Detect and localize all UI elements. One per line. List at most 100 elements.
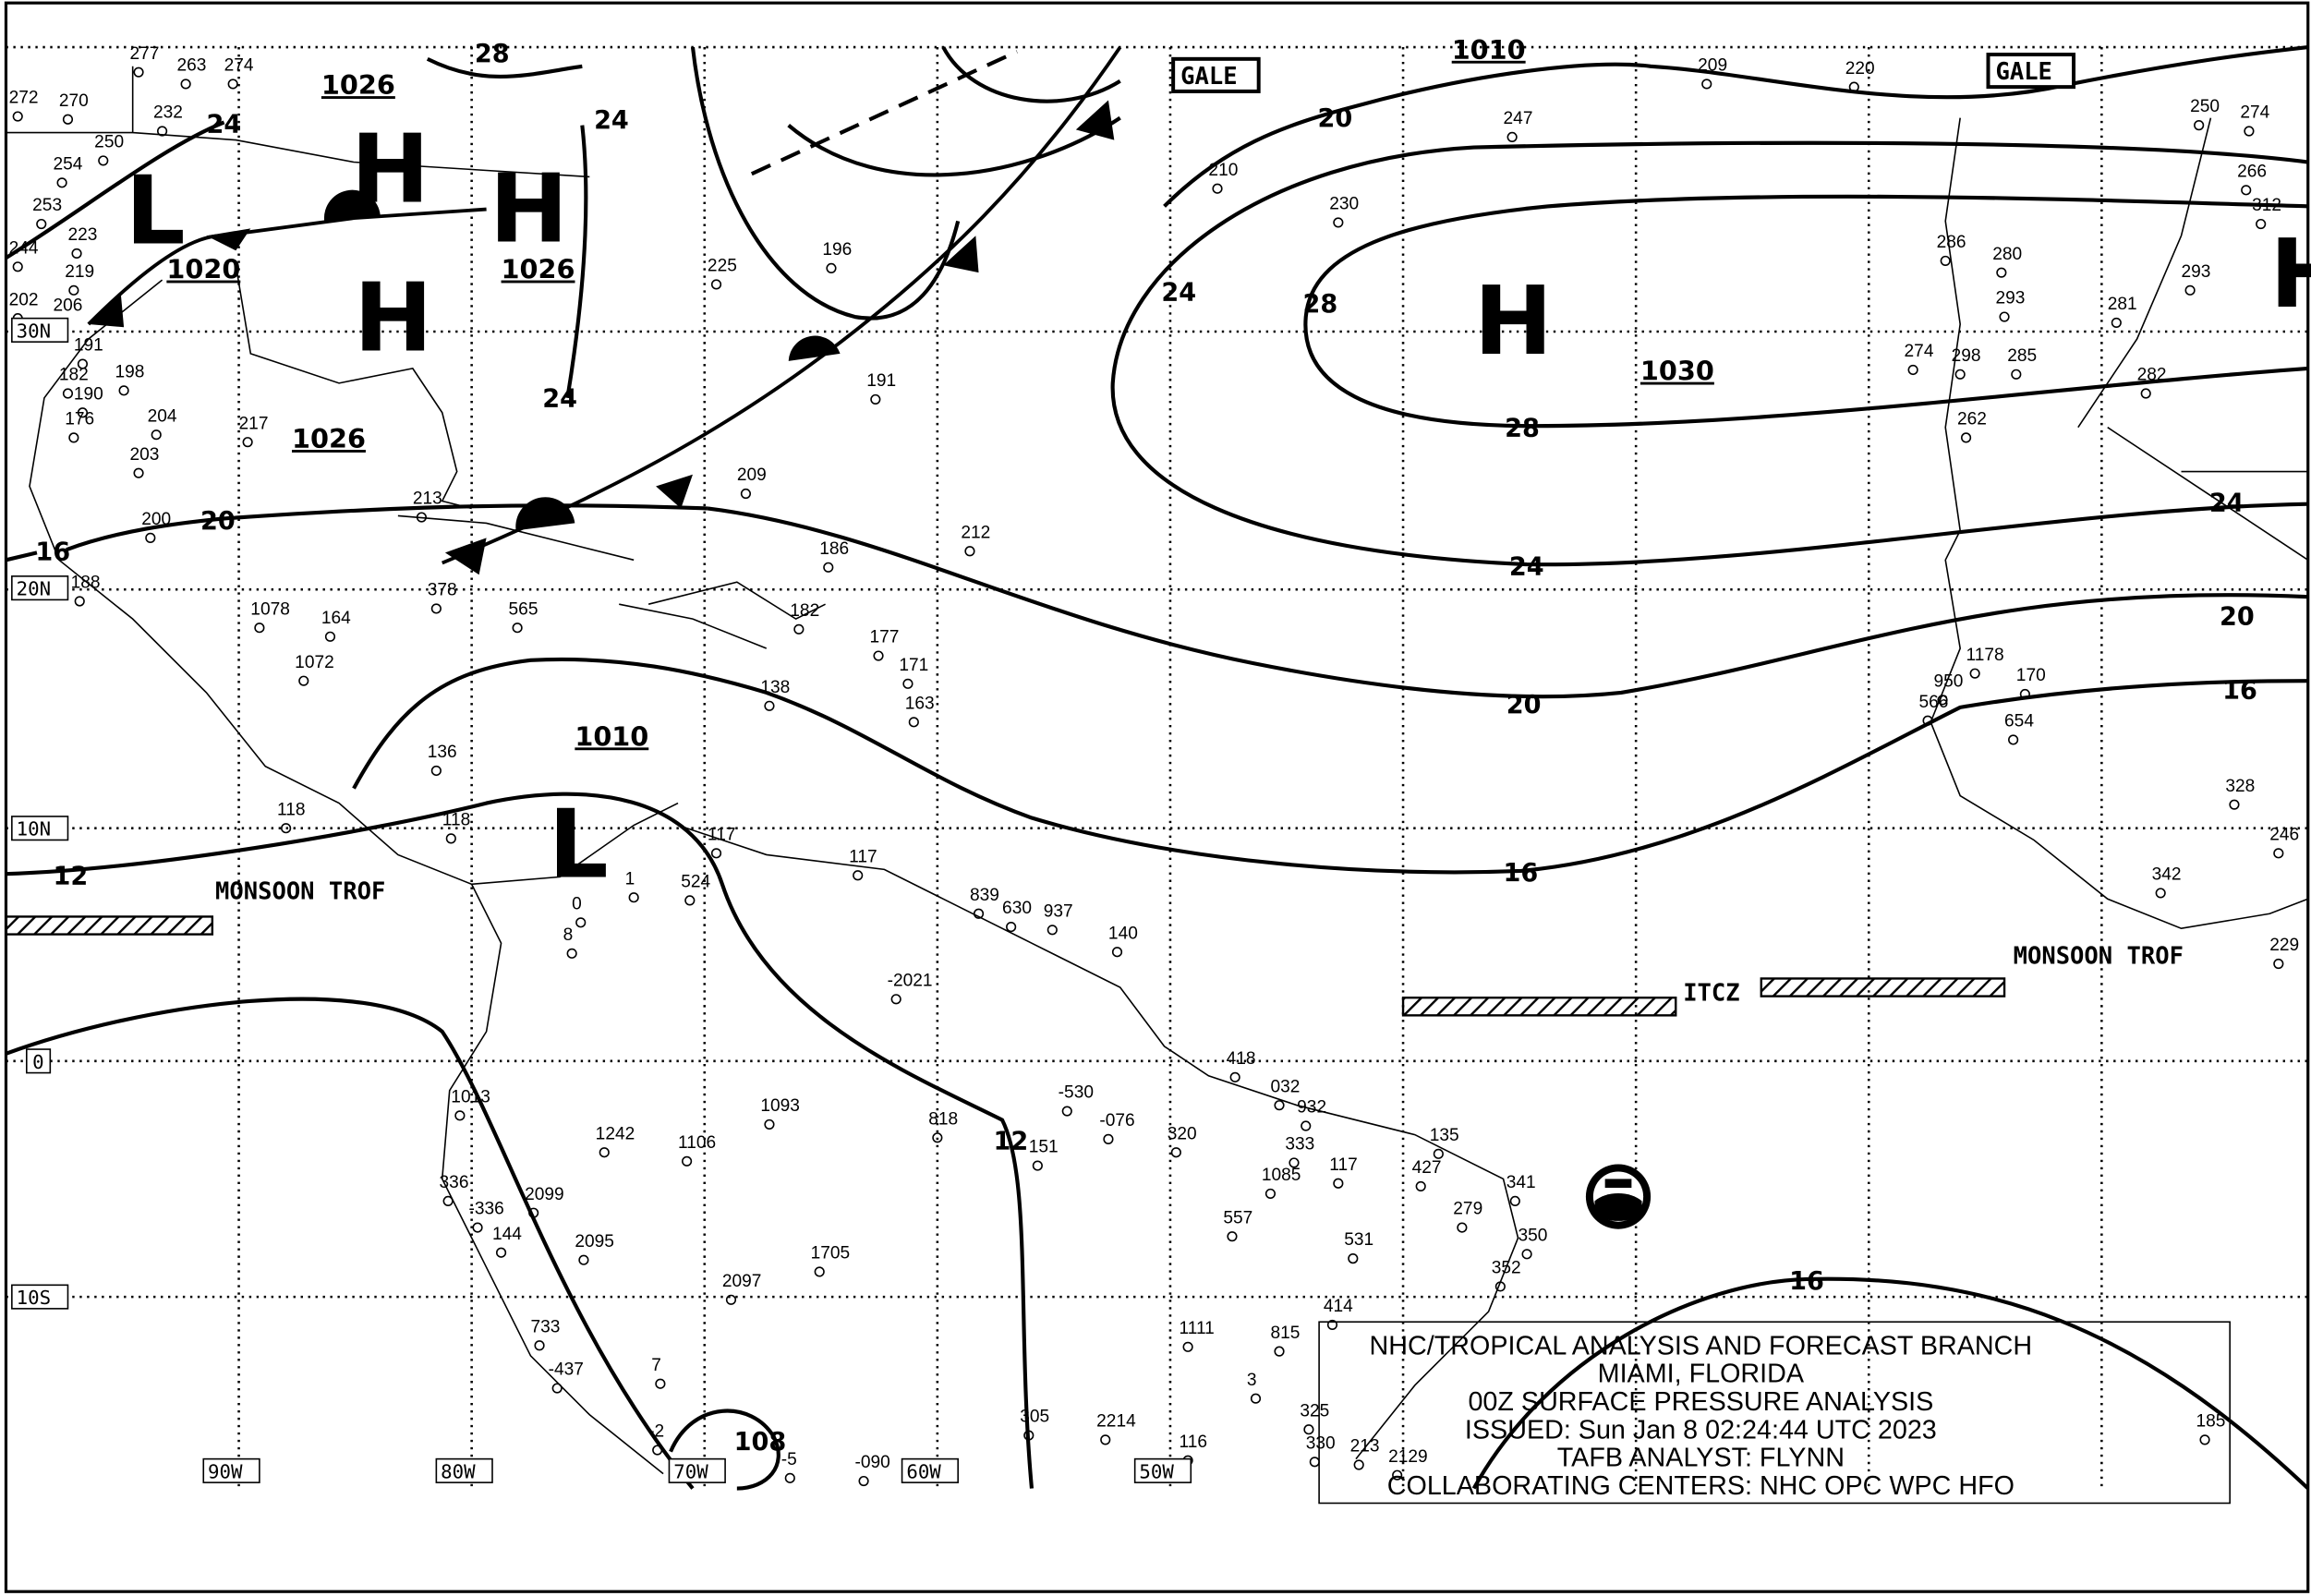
- station-circle-icon: [56, 177, 67, 188]
- station-value: 305: [1020, 1408, 1049, 1427]
- station-value: 182: [59, 366, 89, 385]
- station-circle-icon: [151, 429, 162, 441]
- station-circle-icon: [1521, 1249, 1532, 1260]
- station-value: 298: [1952, 346, 1981, 366]
- station-value: 274: [2240, 103, 2269, 123]
- station-value: 281: [2108, 295, 2137, 314]
- station-value: 272: [9, 89, 39, 108]
- station-circle-icon: [1954, 369, 1966, 380]
- station-value: 557: [1223, 1208, 1252, 1227]
- station-circle-icon: [1227, 1231, 1238, 1242]
- station-value: 219: [65, 262, 94, 282]
- station-value: 117: [849, 847, 877, 866]
- station-circle-icon: [1940, 255, 1951, 266]
- isobar-label: 20: [200, 507, 236, 536]
- station-value: 244: [9, 238, 39, 258]
- station-circle-icon: [62, 388, 74, 399]
- station-value: 266: [2237, 162, 2267, 181]
- station-value: 138: [760, 678, 790, 697]
- station-value: 274: [1905, 342, 1934, 361]
- info-line-branch: NHC/TROPICAL ANALYSIS AND FORECAST BRANC…: [1370, 1331, 2033, 1360]
- isobar-labels: 28 24 24 24 20 16 12 20 24 28 28 24 20 1…: [35, 40, 2257, 1457]
- station-value: 2214: [1096, 1412, 1136, 1432]
- lat-label: 20N: [17, 578, 51, 600]
- station-circle-icon: [2184, 284, 2196, 296]
- station-value: -336: [468, 1200, 503, 1219]
- isobar-label: 16: [1789, 1267, 1824, 1296]
- station-circle-icon: [145, 532, 156, 543]
- lat-label: 10S: [17, 1287, 51, 1309]
- station-circle-icon: [1111, 947, 1123, 958]
- station-circle-icon: [534, 1340, 545, 1351]
- isobar-label: 20: [2220, 603, 2255, 632]
- station-value: 117: [708, 825, 736, 844]
- station-circle-icon: [416, 512, 427, 523]
- station-circle-icon: [1289, 1157, 1300, 1168]
- station-circle-icon: [180, 79, 191, 90]
- station-value: 250: [2190, 97, 2220, 116]
- info-line-issued: ISSUED: Sun Jan 8 02:24:44 UTC 2023: [1465, 1415, 1937, 1445]
- station-circle-icon: [1333, 217, 1344, 228]
- isobar-label: 28: [1303, 290, 1338, 319]
- station-circle-icon: [1353, 1459, 1364, 1470]
- station-value: 277: [129, 44, 159, 64]
- station-circle-icon: [74, 596, 85, 607]
- station-value: 182: [790, 601, 819, 621]
- station-value: 566: [1919, 693, 1949, 712]
- station-circle-icon: [858, 1475, 869, 1487]
- station-value: 136: [428, 743, 457, 762]
- station-value: 116: [1180, 1433, 1208, 1452]
- station-circle-icon: [2019, 688, 2030, 700]
- station-value: 1078: [250, 599, 290, 619]
- station-circle-icon: [442, 1195, 454, 1206]
- station-circle-icon: [1415, 1180, 1426, 1192]
- station-circle-icon: [764, 700, 775, 711]
- station-value: 213: [413, 490, 442, 509]
- station-circle-icon: [1433, 1148, 1444, 1159]
- station-circle-icon: [652, 1445, 663, 1456]
- monsoon-itcz-bands: [5, 915, 2006, 1017]
- station-value: 171: [899, 656, 928, 675]
- fronts: [87, 45, 1122, 575]
- isobar-label: 16: [35, 538, 70, 566]
- station-value: 223: [67, 225, 97, 245]
- itcz-label: ITCZ: [1683, 979, 1739, 1007]
- station-value: 336: [440, 1173, 469, 1192]
- station-circle-icon: [1937, 695, 1948, 706]
- station-circle-icon: [298, 675, 309, 686]
- station-circle-icon: [68, 432, 79, 443]
- station-value: 170: [2016, 666, 2046, 685]
- station-value: -5: [781, 1450, 797, 1469]
- isobar-label: 24: [2209, 490, 2244, 518]
- station-circle-icon: [682, 1155, 693, 1167]
- station-value: 135: [1430, 1126, 1459, 1145]
- station-value: 210: [1208, 161, 1238, 180]
- station-value: 217: [239, 414, 269, 433]
- center-value: 1010: [575, 720, 648, 752]
- station-circle-icon: [2256, 218, 2267, 230]
- station-value: 2095: [575, 1232, 614, 1251]
- station-value: 2097: [722, 1272, 762, 1291]
- station-circle-icon: [242, 437, 253, 448]
- station-value: 118: [277, 800, 306, 819]
- station-circle-icon: [528, 1207, 539, 1218]
- station-circle-icon: [853, 870, 864, 881]
- station-value: 117: [1329, 1155, 1358, 1175]
- station-value: -437: [549, 1360, 584, 1380]
- high-center: H: [354, 264, 432, 374]
- station-value: -076: [1099, 1111, 1134, 1130]
- isobar-label: 24: [594, 106, 629, 135]
- isobar-label: 28: [1505, 414, 1540, 442]
- station-circle-icon: [575, 917, 587, 928]
- info-box: NHC/TROPICAL ANALYSIS AND FORECAST BRANC…: [1318, 1321, 2231, 1505]
- station-value: 341: [1506, 1173, 1536, 1192]
- isobar-label: 28: [475, 40, 510, 68]
- station-circle-icon: [2008, 734, 2019, 745]
- station-circle-icon: [793, 623, 805, 635]
- station-circle-icon: [12, 261, 23, 272]
- station-circle-icon: [1969, 668, 1980, 679]
- station-circle-icon: [710, 279, 722, 290]
- station-value: 1072: [295, 653, 334, 672]
- station-value: 176: [65, 410, 94, 429]
- station-circle-icon: [62, 114, 74, 125]
